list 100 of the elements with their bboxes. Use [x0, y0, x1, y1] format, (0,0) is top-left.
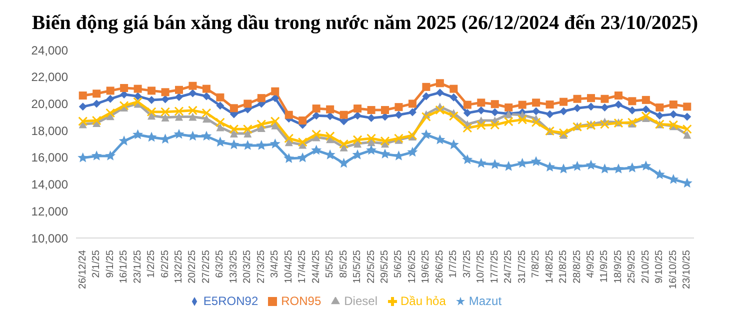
point	[284, 153, 294, 163]
point	[134, 84, 142, 93]
x-tick-label: 17/4/25	[297, 250, 308, 284]
point	[573, 104, 582, 112]
point	[174, 128, 184, 139]
chart-title: Biến động giá bán xăng dầu trong nước năm 2025 (26/12/2024 đến 23/10/2025)	[30, 11, 700, 36]
point	[175, 93, 183, 101]
point	[586, 160, 596, 170]
point	[134, 92, 142, 100]
point	[560, 98, 568, 106]
point	[477, 98, 486, 107]
point	[408, 108, 416, 116]
point	[600, 94, 609, 103]
point	[354, 104, 362, 113]
y-tick-label: 14,000	[31, 178, 68, 192]
point	[161, 114, 170, 122]
point	[312, 130, 322, 140]
x-tick-label: 19/6/25	[420, 250, 432, 284]
point	[587, 94, 595, 102]
point	[531, 118, 541, 128]
x-tick-label: 17/7/25	[489, 250, 500, 284]
point	[257, 94, 266, 102]
point	[421, 112, 431, 122]
legend-label: Dầu hỏa	[400, 294, 446, 308]
point	[476, 120, 486, 130]
point	[546, 100, 554, 109]
point	[188, 112, 197, 121]
point	[367, 114, 376, 122]
point	[600, 120, 610, 130]
point	[312, 104, 320, 113]
point	[546, 110, 554, 118]
point	[640, 160, 652, 170]
point	[78, 92, 87, 100]
x-tick-label: 12/6/25	[406, 250, 418, 284]
point	[380, 136, 390, 146]
x-tick-label: 9/1/25	[104, 250, 116, 278]
point	[92, 116, 102, 126]
point	[504, 116, 514, 126]
point	[284, 110, 293, 119]
point	[92, 90, 101, 98]
point	[202, 108, 212, 118]
x-tick-label: 13/2/25	[174, 250, 184, 284]
x-tick-label: 3/4/25	[270, 250, 281, 278]
x-tick-label: 6/2/25	[160, 250, 171, 278]
point	[120, 84, 128, 92]
point	[78, 102, 87, 111]
point	[202, 84, 210, 93]
point	[160, 107, 170, 117]
point	[435, 105, 445, 115]
point	[381, 106, 389, 114]
point	[188, 89, 197, 98]
x-tick-label: 29/5/25	[380, 250, 390, 284]
point	[656, 112, 664, 120]
x-tick-label: 14/8/25	[544, 250, 556, 284]
point	[175, 86, 183, 94]
point	[422, 82, 430, 91]
x-tick-label: 25/9/25	[626, 250, 638, 284]
legend-label: E5RON92	[203, 294, 258, 308]
point	[244, 130, 252, 138]
point	[614, 92, 622, 100]
point	[216, 102, 224, 110]
point	[450, 93, 458, 102]
x-tick-label: 16/10/25	[668, 250, 679, 289]
point	[477, 106, 486, 114]
point	[490, 100, 499, 108]
point	[490, 159, 500, 169]
x-tick-label: 5/5/25	[324, 250, 336, 278]
point	[366, 144, 376, 155]
x-tick-label: 28/8/25	[572, 250, 583, 284]
point	[420, 129, 432, 140]
point	[297, 152, 308, 162]
point	[463, 108, 472, 117]
point	[256, 140, 267, 150]
x-tick-label: 27/2/25	[200, 250, 212, 284]
point	[490, 120, 500, 130]
x-tick-label: 6/3/25	[214, 250, 226, 278]
point	[626, 162, 638, 172]
point	[558, 128, 568, 138]
x-tick-label: 22/5/25	[366, 250, 377, 284]
point	[325, 131, 335, 141]
point	[613, 163, 624, 174]
point	[91, 150, 102, 160]
point	[298, 137, 308, 147]
legend-label: Diesel	[344, 294, 378, 308]
x-tick-label: 7/8/25	[530, 250, 542, 278]
point	[367, 106, 376, 114]
point	[106, 86, 114, 95]
point	[614, 100, 622, 109]
point	[682, 124, 692, 134]
point	[422, 92, 430, 100]
x-tick-label: 21/8/25	[558, 250, 570, 284]
point	[271, 94, 280, 102]
point	[683, 112, 692, 121]
y-tick-label: 18,000	[31, 124, 68, 138]
point	[215, 118, 225, 128]
point	[271, 87, 280, 96]
point	[270, 116, 280, 126]
point	[338, 158, 350, 168]
point	[642, 96, 650, 104]
point	[257, 124, 266, 132]
